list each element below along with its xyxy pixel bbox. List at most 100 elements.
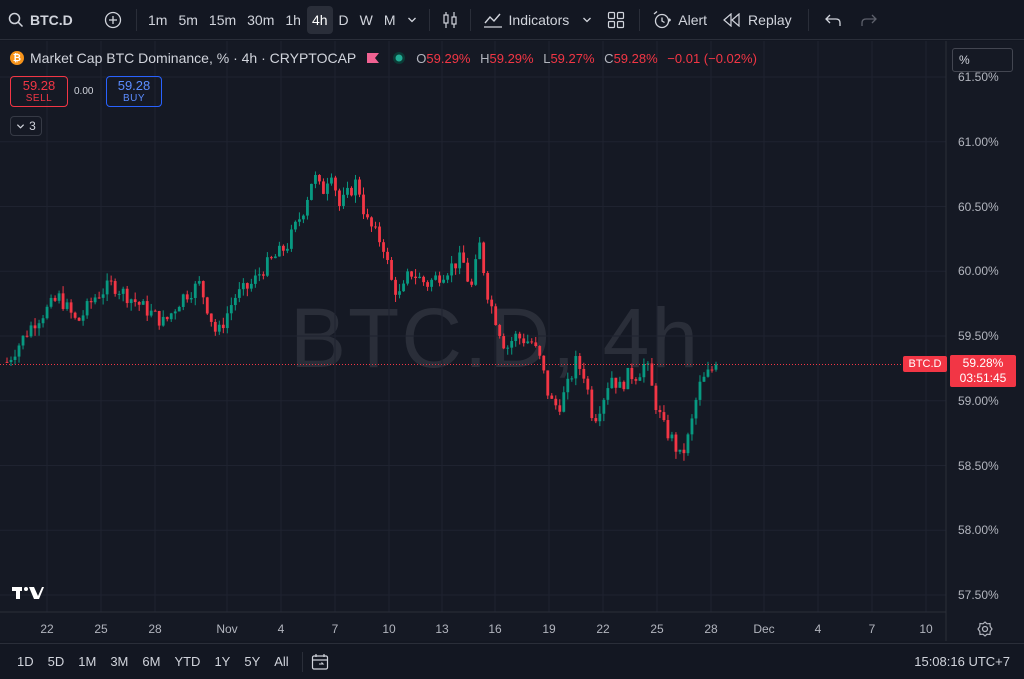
candle-body [474, 259, 478, 285]
timeframe-5m[interactable]: 5m [178, 11, 198, 28]
timeframe-w[interactable]: W [359, 11, 373, 28]
candle-body [634, 379, 638, 381]
time-axis-label: 22 [40, 622, 54, 636]
market-status-icon[interactable] [392, 51, 406, 65]
alert-button[interactable]: Alert [646, 0, 713, 40]
candle-body [618, 381, 622, 388]
range-all[interactable]: All [274, 654, 289, 669]
tradingview-logo-icon[interactable] [12, 584, 44, 605]
timeframe-d[interactable]: D [338, 11, 349, 28]
range-1d[interactable]: 1D [17, 654, 34, 669]
gear-icon[interactable] [977, 621, 993, 637]
timeframe-4h[interactable]: 4h [306, 5, 333, 34]
timeframe-30m[interactable]: 30m [247, 11, 275, 28]
candle-body [578, 356, 582, 369]
candle-body [670, 434, 674, 439]
timeframe-15m[interactable]: 15m [208, 11, 237, 28]
sell-price: 59.28 [22, 78, 56, 93]
candle-body [85, 301, 89, 316]
candle-body [594, 418, 598, 422]
candle-body [257, 274, 261, 276]
candle-body [9, 359, 13, 363]
candle-body [326, 183, 329, 194]
range-group: 1D 5D 1M 3M 6M YTD 1Y 5Y All [10, 654, 296, 669]
add-circle-icon [104, 11, 122, 28]
candle-body [426, 282, 429, 287]
range-1m[interactable]: 1M [78, 654, 97, 669]
candle-body [710, 369, 714, 371]
scale-mode-button[interactable]: % [952, 48, 1013, 72]
candle-body [626, 367, 630, 390]
range-5d[interactable]: 5D [47, 654, 65, 669]
candle-body [702, 376, 706, 382]
time-axis-label: 4 [277, 622, 285, 636]
timeframe-1h[interactable]: 1h [285, 11, 301, 28]
replay-label: Replay [748, 11, 792, 28]
range-1y[interactable]: 1Y [214, 654, 231, 669]
candle-body [690, 418, 694, 435]
range-6m[interactable]: 6M [142, 654, 161, 669]
candle-body [646, 363, 650, 365]
calendar-goto-icon[interactable] [311, 653, 331, 671]
time-axis-label: Nov [216, 622, 238, 636]
indicators-collapse-toggle[interactable]: 3 [10, 116, 42, 136]
symbol-watermark: BTC.D, 4h [290, 291, 701, 385]
candle-body [314, 174, 317, 184]
time-axis-label: 25 [94, 622, 108, 636]
candle-body [482, 242, 486, 274]
sell-button[interactable]: 59.28 SELL [10, 76, 68, 107]
candle-body [221, 324, 225, 329]
compare-button[interactable] [96, 0, 130, 40]
time-axis-label: 19 [542, 622, 556, 636]
indicators-icon [483, 13, 502, 28]
indicators-label: Indicators [508, 11, 570, 28]
symbol-search[interactable]: BTC.D [0, 0, 96, 40]
range-ytd[interactable]: YTD [174, 654, 201, 669]
candle-body [145, 301, 149, 316]
undo-button[interactable] [815, 0, 851, 40]
candle-body [354, 179, 357, 196]
time-axis-label: 28 [148, 622, 162, 636]
price-axis-label: 57.50% [958, 588, 999, 602]
candle-body [117, 293, 121, 295]
candle-body [478, 242, 482, 260]
candle-body [5, 361, 9, 363]
clock[interactable]: 15:08:16 UTC+7 [914, 654, 1010, 669]
candle-body [105, 280, 109, 295]
candle-body [678, 449, 682, 452]
range-5y[interactable]: 5Y [244, 654, 261, 669]
candle-body [306, 199, 309, 216]
candle-body [65, 302, 69, 309]
redo-button[interactable] [851, 0, 887, 40]
candle-body [265, 257, 269, 276]
candle-body [638, 377, 642, 381]
candle-body [458, 252, 462, 269]
candle-body [694, 399, 698, 419]
chart-type-button[interactable] [436, 0, 464, 40]
flag-icon[interactable] [366, 52, 380, 64]
chevron-down-icon [407, 17, 416, 22]
replay-button[interactable]: Replay [713, 0, 802, 40]
candle-body [522, 338, 526, 344]
open-label: O [416, 50, 427, 66]
layouts-button[interactable] [599, 0, 633, 40]
last-price: 59.28% [962, 356, 1004, 370]
candle-body [582, 368, 586, 379]
candle-body [698, 381, 702, 400]
timeframe-dropdown[interactable] [401, 0, 423, 40]
grid-icon [608, 11, 625, 28]
timeframe-m[interactable]: M [383, 11, 396, 28]
candle-body [590, 389, 594, 419]
low-value: 59.27% [550, 50, 595, 66]
candle-body [410, 271, 413, 277]
range-3m[interactable]: 3M [110, 654, 129, 669]
candle-body [113, 281, 117, 294]
buy-button[interactable]: 59.28 BUY [106, 76, 162, 107]
indicators-dropdown[interactable] [575, 0, 599, 40]
candle-body [241, 283, 245, 290]
timeframe-1m[interactable]: 1m [148, 11, 168, 28]
indicators-button[interactable]: Indicators [477, 0, 576, 40]
candle-body [213, 321, 217, 332]
candle-body [285, 248, 289, 251]
